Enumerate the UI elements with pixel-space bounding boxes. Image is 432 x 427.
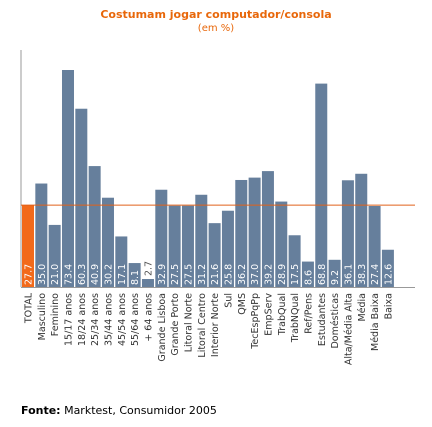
category-label-16: Sul xyxy=(223,293,234,308)
value-label-18: 37.0 xyxy=(250,264,261,285)
value-label-2: 35.0 xyxy=(37,264,48,285)
category-label-13: Litoral Norte xyxy=(183,293,194,352)
value-label-10: 2.7 xyxy=(143,261,154,276)
bar-10 xyxy=(141,279,154,287)
category-label-8: 45/54 anos xyxy=(117,293,128,346)
value-label-16: 25.8 xyxy=(223,264,234,285)
value-label-24: 9.2 xyxy=(330,270,341,285)
category-label-4: 15/17 anos xyxy=(63,293,74,346)
value-label-21: 17.5 xyxy=(290,264,301,285)
bar-7 xyxy=(101,197,114,287)
value-label-5: 60.3 xyxy=(77,264,88,285)
value-label-8: 17.1 xyxy=(117,264,128,285)
chart-title: Costumam jogar computador/consola xyxy=(100,8,332,21)
bar-22 xyxy=(301,261,314,287)
category-label-21: TrabNQual xyxy=(290,293,301,343)
bar-12 xyxy=(168,205,181,287)
bar-23 xyxy=(315,83,328,287)
bar-17 xyxy=(235,179,248,287)
category-label-23: Estudantes xyxy=(317,293,328,346)
value-label-19: 39.2 xyxy=(263,264,274,285)
bar-1 xyxy=(22,205,34,287)
bar-11 xyxy=(155,189,168,287)
category-label-2: Masculino xyxy=(37,293,48,341)
value-label-22: 8.6 xyxy=(303,270,314,285)
category-label-24: Domésticas xyxy=(330,293,341,349)
value-label-23: 68.8 xyxy=(317,264,328,285)
bar-25 xyxy=(341,180,354,287)
category-label-6: 25/34 anos xyxy=(90,293,101,346)
bar-20 xyxy=(275,201,288,287)
bar-24 xyxy=(328,259,341,287)
value-label-3: 21.0 xyxy=(50,264,61,285)
bar-15 xyxy=(208,223,221,287)
source-text: Marktest, Consumidor 2005 xyxy=(60,404,217,417)
value-label-28: 12.6 xyxy=(383,264,394,285)
category-label-17: QMS xyxy=(237,293,248,315)
bar-6 xyxy=(88,166,101,287)
source-label: Fonte: xyxy=(21,404,61,417)
bar-13 xyxy=(181,205,194,287)
category-label-26: Média xyxy=(357,293,368,322)
category-label-11: Grande Lisboa xyxy=(157,293,168,362)
bar-14 xyxy=(195,194,208,287)
category-label-22: Ref/Pens xyxy=(303,293,314,334)
category-label-7: 35/44 anos xyxy=(103,293,114,346)
value-label-26: 38.3 xyxy=(357,264,368,285)
category-label-28: Baixa xyxy=(383,293,394,319)
bar-2 xyxy=(35,183,48,287)
category-label-5: 18/24 anos xyxy=(77,293,88,346)
category-label-19: EmpServ xyxy=(263,293,274,336)
bar-4 xyxy=(61,70,74,287)
bar-18 xyxy=(248,177,261,287)
value-label-20: 28.9 xyxy=(277,264,288,285)
value-label-13: 27.5 xyxy=(183,264,194,285)
bar-16 xyxy=(221,210,234,287)
value-label-27: 27.4 xyxy=(370,264,381,285)
chart-subtitle: (em %) xyxy=(197,23,235,34)
category-label-9: 55/64 anos xyxy=(130,293,141,346)
category-label-1: TOTAL xyxy=(24,292,35,324)
category-label-25: Alta/Média Alta xyxy=(343,293,354,365)
value-label-17: 36.2 xyxy=(237,264,248,285)
category-label-20: TrabQual xyxy=(277,293,288,336)
category-label-10: + 64 anos xyxy=(143,293,154,342)
category-label-15: Interior Norte xyxy=(210,293,221,357)
value-label-12: 27.5 xyxy=(170,264,181,285)
bar-9 xyxy=(128,263,141,287)
value-label-9: 8.1 xyxy=(130,270,141,285)
value-label-1: 27.7 xyxy=(24,264,35,285)
value-label-6: 40.9 xyxy=(90,264,101,285)
value-label-25: 36.1 xyxy=(343,264,354,285)
bar-3 xyxy=(48,224,61,287)
category-label-27: Média Baixa xyxy=(370,293,381,351)
bar-28 xyxy=(381,249,394,287)
value-label-4: 73.4 xyxy=(63,264,74,285)
bar-19 xyxy=(261,171,274,287)
category-label-18: TecEspPqPp xyxy=(250,293,261,350)
bar-27 xyxy=(368,205,381,287)
bar-26 xyxy=(355,173,368,287)
bar-5 xyxy=(75,108,88,287)
value-label-7: 30.2 xyxy=(103,264,114,285)
category-label-14: Litoral Centro xyxy=(197,293,208,358)
value-label-11: 32.9 xyxy=(157,264,168,285)
bar-8 xyxy=(115,236,128,287)
category-label-3: Feminino xyxy=(50,293,61,336)
value-label-15: 21.6 xyxy=(210,264,221,285)
source-note: Fonte: Marktest, Consumidor 2005 xyxy=(21,404,217,417)
value-label-14: 31.2 xyxy=(197,264,208,285)
bar-21 xyxy=(288,235,301,287)
category-label-12: Grande Porto xyxy=(170,293,181,356)
